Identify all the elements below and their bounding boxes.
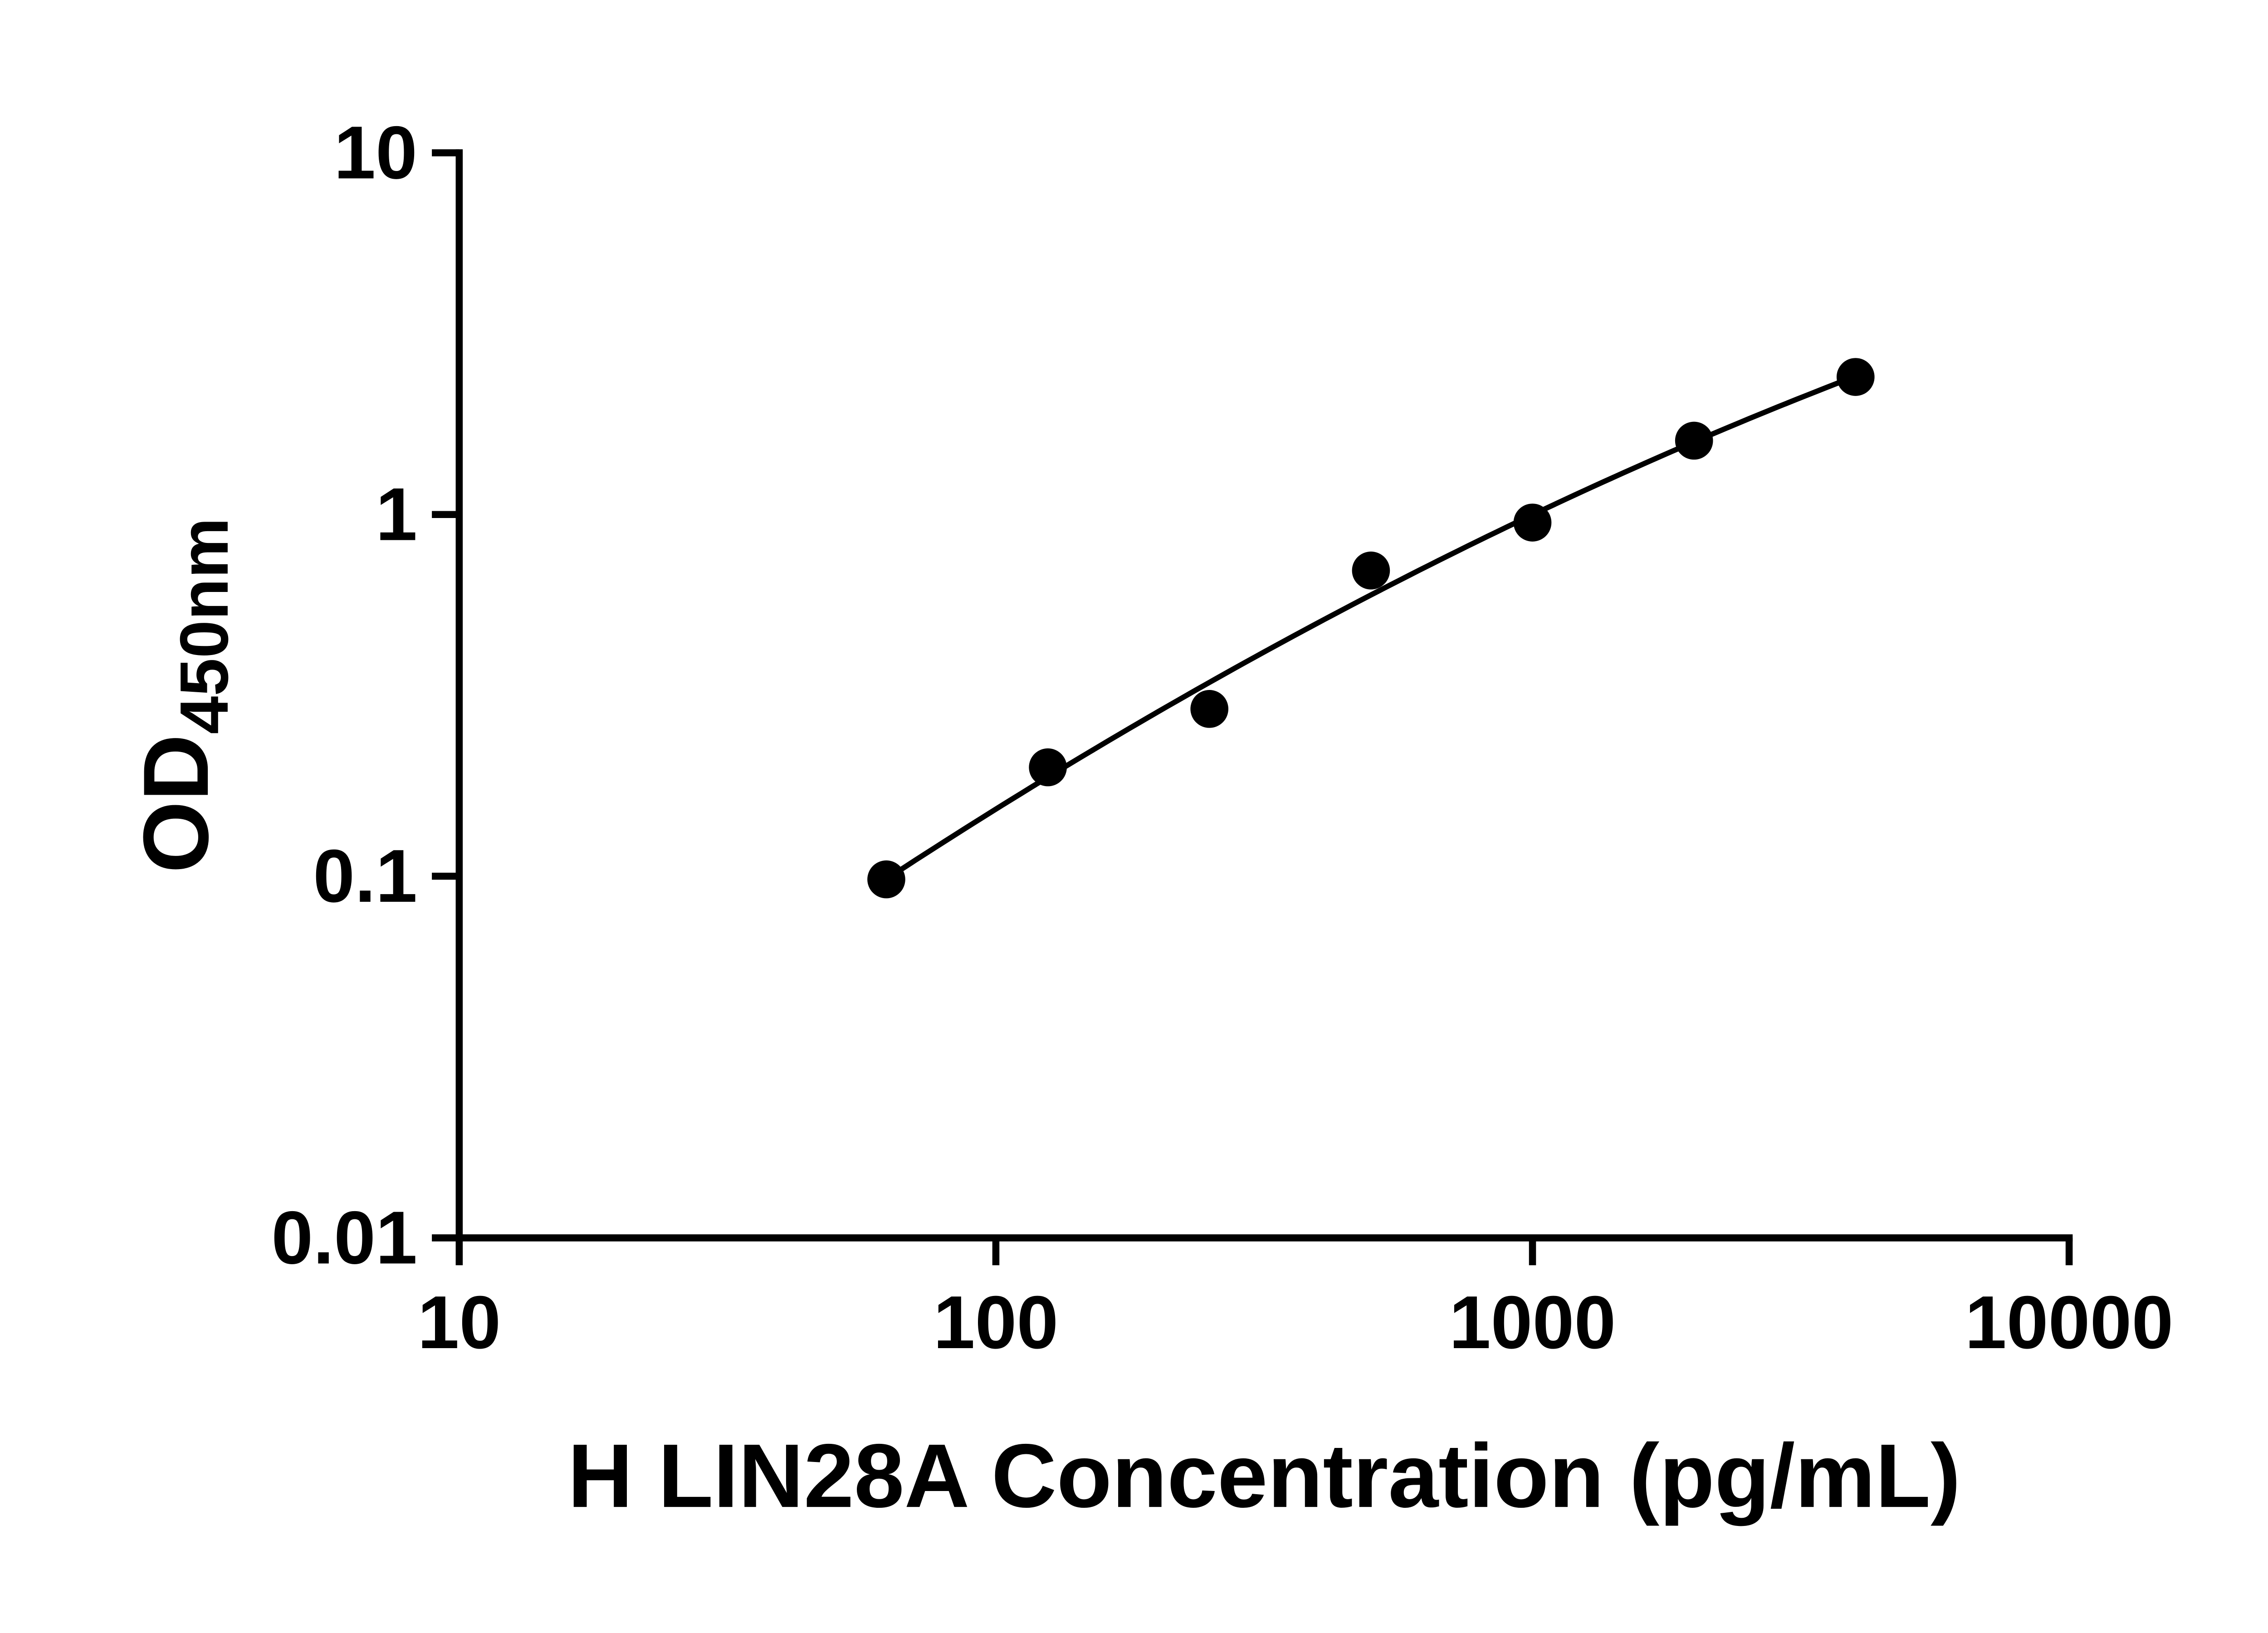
- y-axis-title: OD450nm: [124, 518, 242, 873]
- x-axis-tick-label: 10000: [1965, 1281, 2174, 1364]
- data-point: [1513, 504, 1552, 542]
- plot-axes: [455, 149, 2073, 1242]
- y-axis-tick-label: 10: [334, 111, 417, 195]
- y-axis-tick-label: 0.01: [271, 1196, 417, 1280]
- data-point: [1836, 358, 1875, 396]
- y-axis-tick-label: 0.1: [313, 834, 417, 918]
- x-axis-tick-label: 100: [934, 1281, 1059, 1364]
- data-point: [1675, 421, 1713, 460]
- elisa-standard-curve-figure: 10 100 1000 10000 10 1 0.1 0.01 H LIN28A Concent…: [18, 7, 2268, 1595]
- data-point: [1352, 551, 1390, 590]
- x-axis-tick-label: 1000: [1449, 1281, 1616, 1364]
- data-point: [867, 860, 905, 899]
- x-axis-tick-label: 10: [417, 1281, 501, 1364]
- x-axis-title: H LIN28A Concentration (pg/mL): [567, 1426, 1960, 1526]
- chart-canvas: 10 100 1000 10000 10 1 0.1 0.01 H LIN28A Concent…: [18, 7, 2268, 1595]
- data-point: [1029, 748, 1067, 787]
- fit-curve: [884, 373, 1858, 882]
- y-axis-tick-label: 1: [376, 473, 417, 557]
- data-point: [1190, 690, 1229, 728]
